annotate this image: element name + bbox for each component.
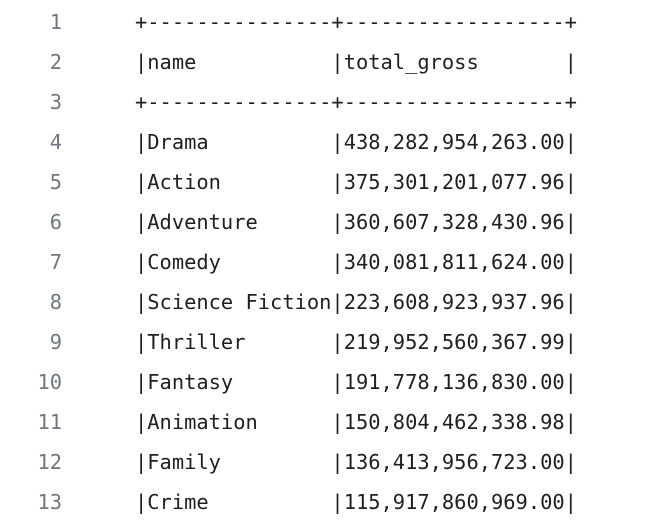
code-line: 11 |Animation |150,804,462,338.98|: [0, 402, 651, 442]
line-number: 1: [49, 10, 62, 34]
line-number: 13: [37, 490, 62, 514]
code-line: 3 +---------------+------------------+: [0, 82, 651, 122]
line-text: |Science Fiction|223,608,923,937.96|: [135, 290, 577, 314]
line-number: 11: [37, 410, 62, 434]
line-number: 12: [37, 450, 62, 474]
code-line: 13 |Crime |115,917,860,969.00|: [0, 482, 651, 522]
line-text: |Drama |438,282,954,263.00|: [135, 130, 577, 154]
code-line: 4 |Drama |438,282,954,263.00|: [0, 122, 651, 162]
line-number: 5: [49, 170, 62, 194]
code-line: 8 |Science Fiction|223,608,923,937.96|: [0, 282, 651, 322]
code-line: 12 |Family |136,413,956,723.00|: [0, 442, 651, 482]
line-number: 7: [49, 250, 62, 274]
line-text: |Family |136,413,956,723.00|: [135, 450, 577, 474]
code-line: 5 |Action |375,301,201,077.96|: [0, 162, 651, 202]
code-line: 6 |Adventure |360,607,328,430.96|: [0, 202, 651, 242]
line-text: |Action |375,301,201,077.96|: [135, 170, 577, 194]
line-text: |Crime |115,917,860,969.00|: [135, 490, 577, 514]
line-text: |Comedy |340,081,811,624.00|: [135, 250, 577, 274]
line-text: +---------------+------------------+: [135, 90, 577, 114]
code-line: 1 +---------------+------------------+: [0, 2, 651, 42]
line-number: 4: [49, 130, 62, 154]
line-number: 3: [49, 90, 62, 114]
line-number: 9: [49, 330, 62, 354]
line-text: |name |total_gross |: [135, 50, 577, 74]
line-text: |Fantasy |191,778,136,830.00|: [135, 370, 577, 394]
line-text: |Animation |150,804,462,338.98|: [135, 410, 577, 434]
code-line: 7 |Comedy |340,081,811,624.00|: [0, 242, 651, 282]
line-number: 10: [37, 370, 62, 394]
code-line: 9 |Thriller |219,952,560,367.99|: [0, 322, 651, 362]
line-text: +---------------+------------------+: [135, 10, 577, 34]
code-line: 2 |name |total_gross |: [0, 42, 651, 82]
line-number: 8: [49, 290, 62, 314]
line-number: 2: [49, 50, 62, 74]
line-text: |Adventure |360,607,328,430.96|: [135, 210, 577, 234]
line-number: 6: [49, 210, 62, 234]
line-text: |Thriller |219,952,560,367.99|: [135, 330, 577, 354]
code-line: 10 |Fantasy |191,778,136,830.00|: [0, 362, 651, 402]
